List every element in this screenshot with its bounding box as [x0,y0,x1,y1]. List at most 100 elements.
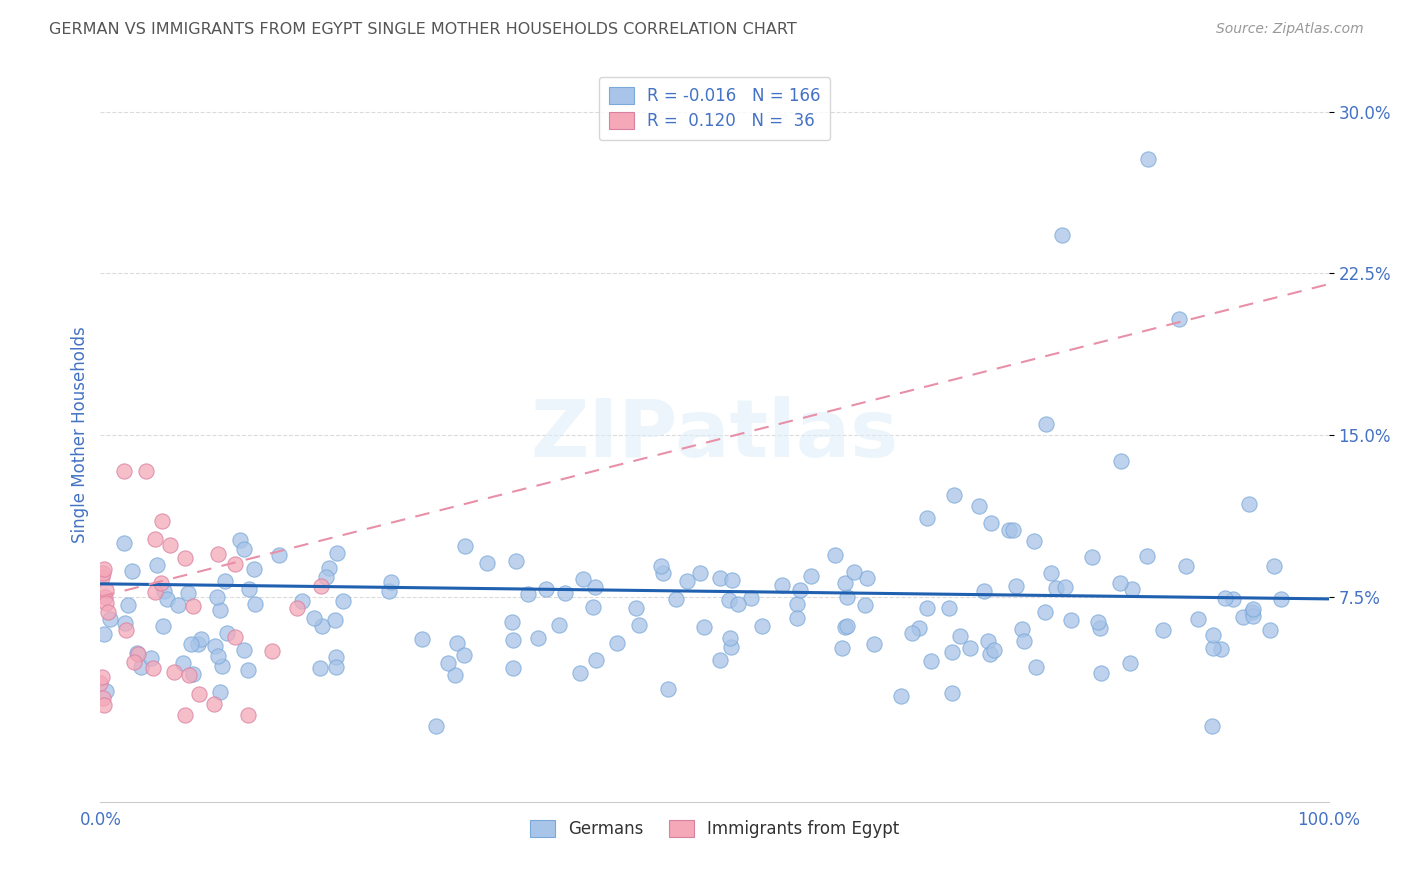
Point [505,554,527,568]
Point [89,676,111,690]
Point [90,570,112,584]
Point [177,585,200,599]
Point [627,618,650,632]
Point [1011,622,1033,636]
Point [214,574,236,588]
Point [501,615,523,630]
Point [117,599,139,613]
Point [831,640,853,655]
Point [236,663,259,677]
Point [174,551,197,566]
Point [709,653,731,667]
Point [1109,454,1132,468]
Point [980,516,1002,531]
Y-axis label: Single Mother Households: Single Mother Households [72,326,89,543]
Point [949,629,972,643]
Point [208,603,231,617]
Point [302,610,325,624]
Point [527,631,550,645]
Point [156,591,179,606]
Text: ZIPatlas: ZIPatlas [530,396,898,474]
Point [121,564,143,578]
Point [626,600,648,615]
Point [1090,665,1112,680]
Point [207,547,229,561]
Point [1213,591,1236,606]
Point [1025,660,1047,674]
Point [1241,602,1264,616]
Point [1121,582,1143,597]
Point [751,619,773,633]
Point [332,594,354,608]
Point [127,648,149,662]
Point [709,571,731,585]
Point [1239,497,1261,511]
Point [187,637,209,651]
Point [436,656,458,670]
Point [325,660,347,674]
Point [900,626,922,640]
Point [446,636,468,650]
Point [112,536,135,550]
Point [502,632,524,647]
Point [941,645,963,659]
Point [444,668,467,682]
Point [96,583,118,598]
Point [1241,609,1264,624]
Point [1014,633,1036,648]
Point [1060,613,1083,627]
Point [315,570,337,584]
Point [1222,592,1244,607]
Point [502,661,524,675]
Point [90,669,112,683]
Point [1118,656,1140,670]
Point [786,611,808,625]
Point [1087,615,1109,629]
Point [1209,641,1232,656]
Point [153,584,176,599]
Point [835,619,858,633]
Point [583,580,606,594]
Point [215,626,238,640]
Point [114,615,136,630]
Point [920,654,942,668]
Point [973,584,995,599]
Point [454,539,477,553]
Point [93,626,115,640]
Point [967,499,990,513]
Point [181,599,204,614]
Point [187,687,209,701]
Point [311,579,333,593]
Point [209,685,232,699]
Point [207,649,229,664]
Point [959,640,981,655]
Point [1232,609,1254,624]
Point [1187,612,1209,626]
Point [1137,152,1160,166]
Point [863,636,886,650]
Point [1136,549,1159,563]
Point [1241,606,1264,620]
Point [1270,592,1292,607]
Point [786,597,808,611]
Point [262,643,284,657]
Point [652,566,675,580]
Point [311,618,333,632]
Point [824,548,846,562]
Point [232,542,254,557]
Point [96,596,118,610]
Point [238,582,260,596]
Point [143,585,166,599]
Point [582,599,605,614]
Point [122,656,145,670]
Point [97,605,120,619]
Point [856,571,879,585]
Point [318,561,340,575]
Point [915,510,938,524]
Point [554,586,576,600]
Point [585,653,607,667]
Point [1152,624,1174,638]
Point [98,612,121,626]
Point [179,668,201,682]
Point [91,566,114,580]
